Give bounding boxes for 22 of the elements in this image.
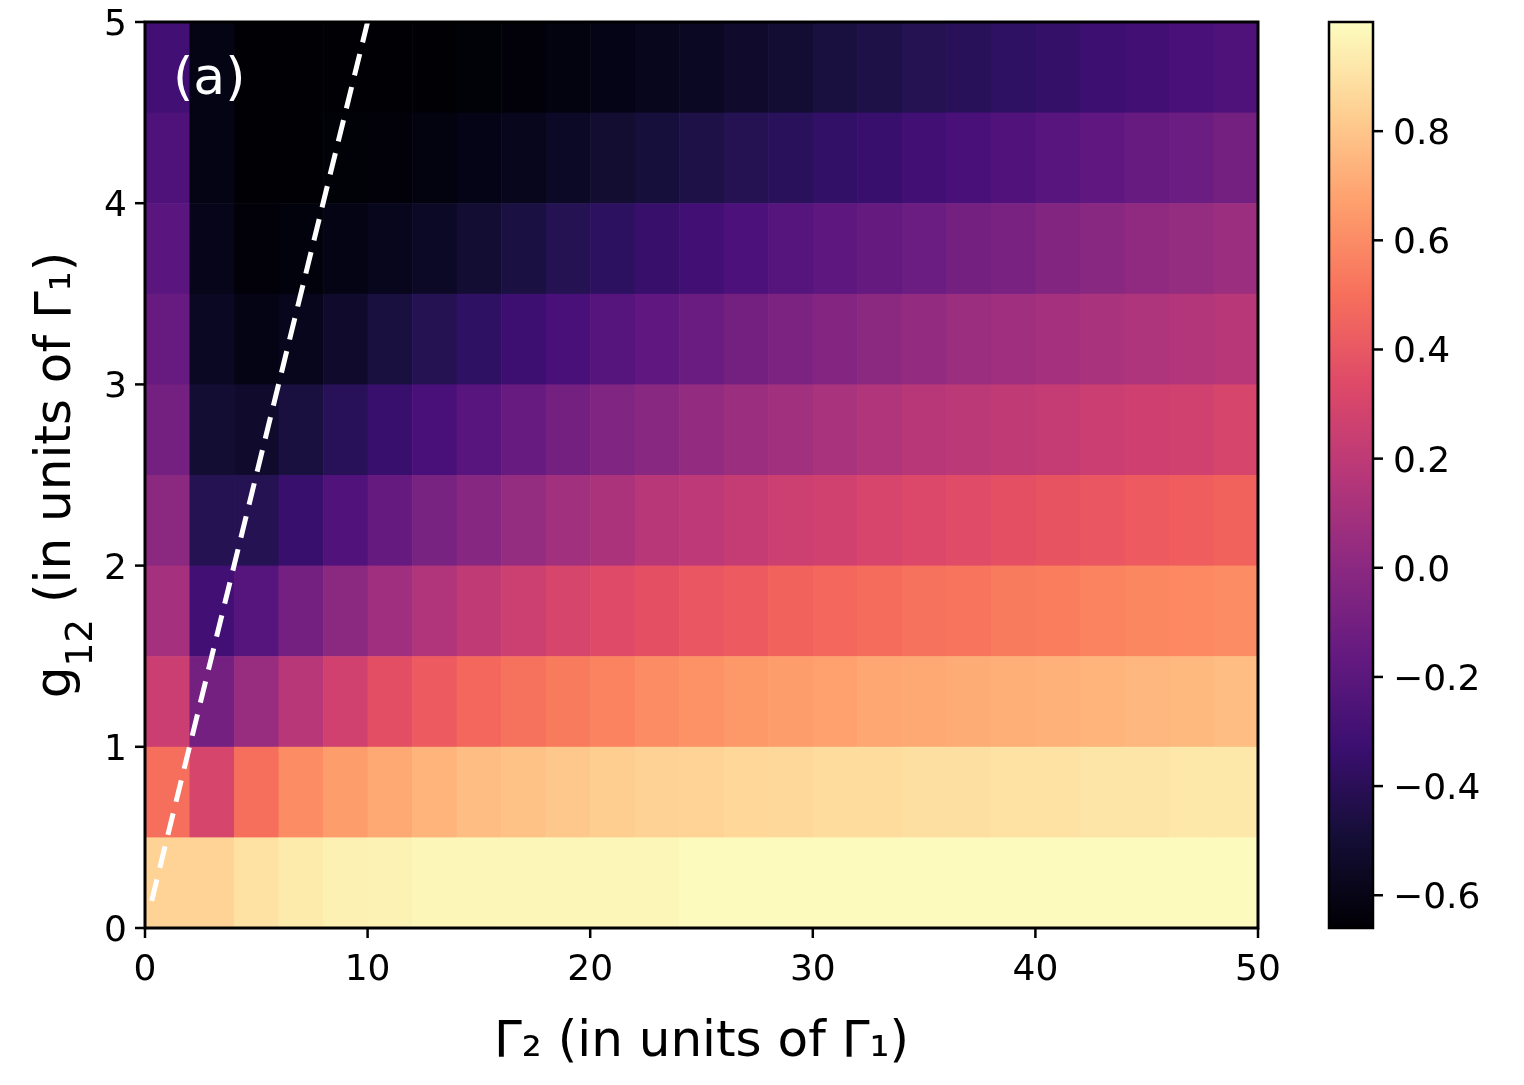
x-tick-label: 10 xyxy=(344,947,391,988)
color-bar-label: 0.6 xyxy=(1393,220,1451,262)
color-bar-label: 0.0 xyxy=(1393,547,1451,589)
y-tick-label: 4 xyxy=(104,183,127,225)
x-tick-label: 40 xyxy=(1012,947,1059,988)
color-bar-label: −0.2 xyxy=(1393,656,1481,698)
color-bar-label: 0.8 xyxy=(1393,111,1451,153)
x-tick-label: 30 xyxy=(789,947,836,988)
y-tick-label: 3 xyxy=(104,364,127,406)
color-bar-label: −0.6 xyxy=(1393,875,1481,917)
y-tick-label: 0 xyxy=(104,908,127,949)
x-tick-label: 0 xyxy=(133,947,157,988)
color-bar-label: 0.2 xyxy=(1393,438,1451,480)
color-bar-label: −0.4 xyxy=(1393,766,1481,808)
y-tick-label: 1 xyxy=(104,726,127,768)
y-tick-label: 5 xyxy=(104,2,127,43)
y-tick-label: 2 xyxy=(104,545,127,587)
x-tick-label: 20 xyxy=(567,947,614,988)
color-bar-label: 0.4 xyxy=(1393,329,1451,371)
annotation: (a) xyxy=(173,46,246,106)
x-axis-title: Γ₂ (in units of Γ₁) xyxy=(493,1010,910,1068)
x-tick-label: 50 xyxy=(1235,947,1281,988)
